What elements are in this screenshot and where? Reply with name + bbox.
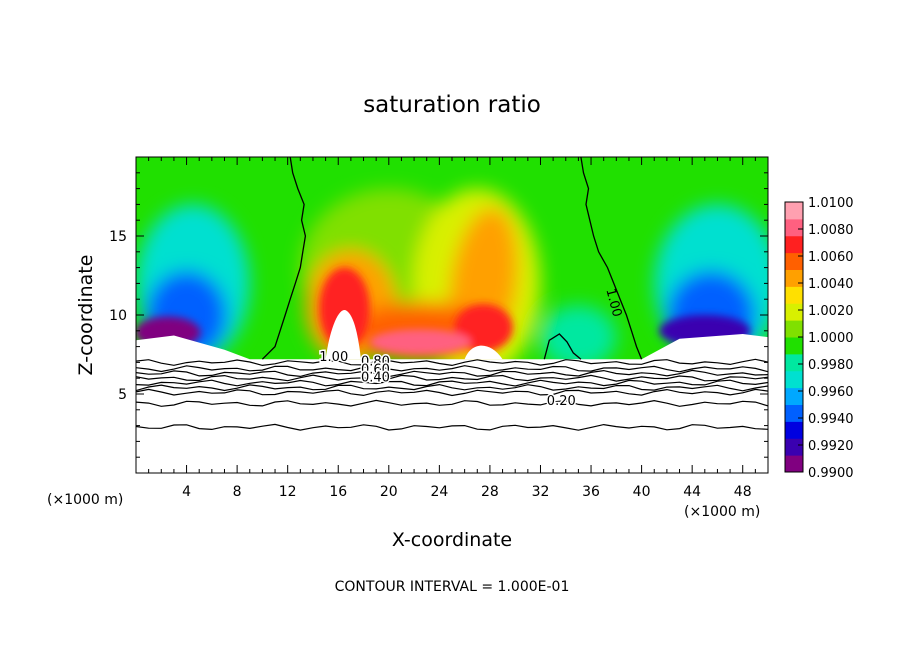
x-tick-label: 36 [582,484,600,500]
contour-lines [136,358,768,431]
field-red-core-1 [319,267,370,350]
x-tick-label: 12 [279,484,297,500]
colorbar-tick-label: 1.0020 [808,304,854,319]
contour-1.00-right [580,157,643,360]
colorbar-tick-label: 1.0040 [808,277,854,292]
contour-label: 1.00 [602,287,624,319]
colorbar-segment [785,303,803,321]
x-axis: 4 8 12 16 20 24 28 32 36 40 44 48 [148,157,756,500]
x-tick-label: 4 [182,484,191,500]
colorbar-tick-label: 1.0000 [808,331,854,346]
colorbar: 0.9900 0.9920 0.9940 0.9960 0.9980 1.0000 1.00… [784,196,854,481]
contour-1.00-left [261,157,307,360]
y-tick-label: 5 [118,387,127,403]
heatmap-field [136,157,768,473]
contour-label: 1.00 [319,350,348,365]
field-green-pocket [540,305,617,369]
colorbar-segment [785,337,803,355]
contour-1.00-pocket [543,333,582,360]
colorbar-tick-label: 0.9960 [808,385,854,400]
colorbar-segment [785,438,803,456]
colorbar-segment [785,370,803,389]
y-axis: 5 10 15 [109,172,768,458]
x-tick-label: 48 [734,484,752,500]
contour-label: 0.20 [547,394,576,409]
colorbar-segment [785,202,803,220]
contour-line [136,423,768,431]
colorbar-segment [785,252,803,270]
colorbar-segment [785,353,803,372]
x-tick-label: 44 [683,484,701,500]
x-unit-label-left: (×1000 m) [47,492,123,508]
colorbar-segment [785,320,803,338]
colorbar-segment [785,269,803,287]
x-unit-label-right: (×1000 m) [684,504,760,520]
contour-line [136,369,768,378]
cloud-cavity-1 [325,309,361,360]
y-tick-label: 15 [109,229,127,245]
contour-line [136,399,768,407]
colorbar-segment [785,218,803,237]
x-tick-label: 32 [532,484,550,500]
contour-line [136,388,768,397]
contour-label: 0.80 [361,355,390,370]
colorbar-tick-label: 1.0080 [808,223,854,238]
contour-line [136,365,768,373]
colorbar-segment [785,286,803,304]
colorbar-segment [785,455,803,473]
field-red-core-3 [369,329,471,355]
colorbar-tick-label: 0.9940 [808,412,854,427]
colorbar-tick-label: 0.9980 [808,358,854,373]
x-tick-label: 28 [481,484,499,500]
colorbar-tick-label: 1.0060 [808,250,854,265]
contour-line [136,358,768,367]
colorbar-segment [785,387,803,405]
x-tick-label: 16 [329,484,347,500]
x-tick-label: 8 [233,484,242,500]
x-tick-label: 20 [380,484,398,500]
cloud-cavity-2 [464,345,503,360]
colorbar-tick-label: 0.9900 [808,466,854,481]
x-tick-label: 40 [633,484,651,500]
colorbar-segment [785,235,803,254]
y-axis-label: Z-coordinate [75,255,97,376]
chart-title: saturation ratio [363,92,541,118]
colorbar-tick-label: 1.0100 [808,196,854,211]
x-axis-label: X-coordinate [392,529,512,551]
colorbar-segment [785,421,803,439]
contour-label: 0.60 [361,362,390,377]
colorbar-segment [785,404,803,422]
contour-line [136,374,768,382]
y-tick-label: 10 [109,308,127,324]
colorbar-tick-label: 0.9920 [808,439,854,454]
contour-line [136,383,768,392]
x-tick-label: 24 [430,484,448,500]
contour-interval-note: CONTOUR INTERVAL = 1.000E-01 [335,579,570,595]
contour-label: 0.40 [361,370,390,385]
contour-labels: 1.00 1.00 0.800.600.40 0.20 [318,287,625,411]
contour-line [136,379,768,387]
